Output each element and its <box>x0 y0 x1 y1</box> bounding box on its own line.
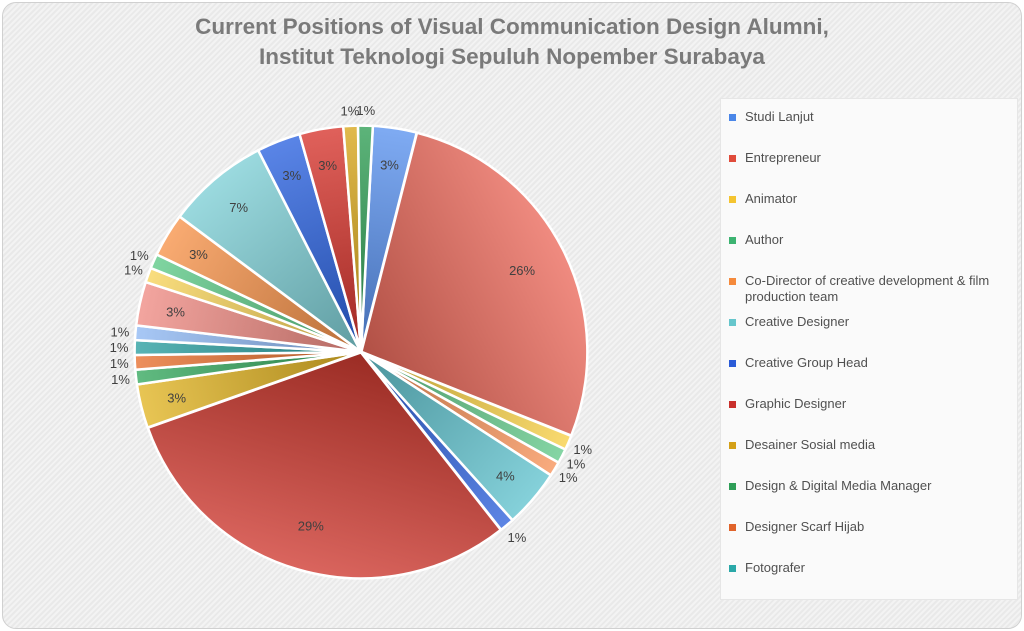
pie-slice <box>356 124 375 353</box>
slice-data-label: 1% <box>130 248 149 263</box>
slice-data-label: 1% <box>110 324 129 339</box>
legend-label: Creative Designer <box>745 314 850 329</box>
legend-swatch <box>729 565 736 572</box>
chart-title-line2: Institut Teknologi Sepuluh Nopember Sura… <box>259 44 765 69</box>
slice-data-label: 7% <box>229 200 248 215</box>
legend-label: Studi Lanjut <box>745 109 814 124</box>
legend-label: Entrepreneur <box>745 150 821 165</box>
slice-data-label: 3% <box>189 247 208 262</box>
legend-swatch <box>729 155 736 162</box>
legend-swatch <box>729 278 736 285</box>
legend-label: Graphic Designer <box>745 396 847 411</box>
legend-label: Design & Digital Media Manager <box>745 478 932 493</box>
slice-data-label: 1% <box>111 372 130 387</box>
legend-swatch <box>729 196 736 203</box>
slice-data-label: 26% <box>509 263 535 278</box>
slice-data-label: 4% <box>496 468 515 483</box>
slice-data-label: 1% <box>559 470 578 485</box>
pie-slice <box>146 351 503 580</box>
slice-data-label: 3% <box>282 168 301 183</box>
pie-slice <box>360 131 589 437</box>
slice-data-label: 1% <box>356 103 375 118</box>
legend-swatch <box>729 401 736 408</box>
chart-legend: Studi Lanjut Entrepreneur Animator Author Co… <box>720 98 1018 600</box>
slice-data-label: 1% <box>508 530 527 545</box>
legend-swatch <box>729 483 736 490</box>
legend-label: Animator <box>745 191 798 206</box>
legend-swatch <box>729 360 736 367</box>
legend-swatch <box>729 319 736 326</box>
slice-data-label: 29% <box>298 519 324 534</box>
slice-data-label: 1% <box>124 263 143 278</box>
slice-data-label: 1% <box>573 442 592 457</box>
legend-label: Desainer Sosial media <box>745 437 876 452</box>
legend-swatch <box>729 524 736 531</box>
legend-swatch <box>729 114 736 121</box>
legend-label: Designer Scarf Hijab <box>745 519 865 534</box>
slice-data-label: 3% <box>318 158 337 173</box>
legend-label: Fotografer <box>745 560 805 575</box>
chart-title-line1: Current Positions of Visual Communicatio… <box>195 14 829 39</box>
pie-slice <box>178 149 362 353</box>
slice-data-label: 3% <box>167 391 186 406</box>
slice-data-label: 1% <box>567 456 586 471</box>
legend-swatch <box>729 237 736 244</box>
legend-label: Co-Director of creative development & fi… <box>745 273 990 304</box>
slice-data-label: 3% <box>380 157 399 172</box>
slice-data-label: 1% <box>341 103 360 118</box>
slice-data-label: 1% <box>110 340 129 355</box>
legend-swatch <box>729 442 736 449</box>
slice-data-label: 1% <box>110 356 129 371</box>
slice-data-label: 3% <box>166 304 185 319</box>
legend-label: Creative Group Head <box>745 355 868 370</box>
legend-label: Author <box>745 232 784 247</box>
